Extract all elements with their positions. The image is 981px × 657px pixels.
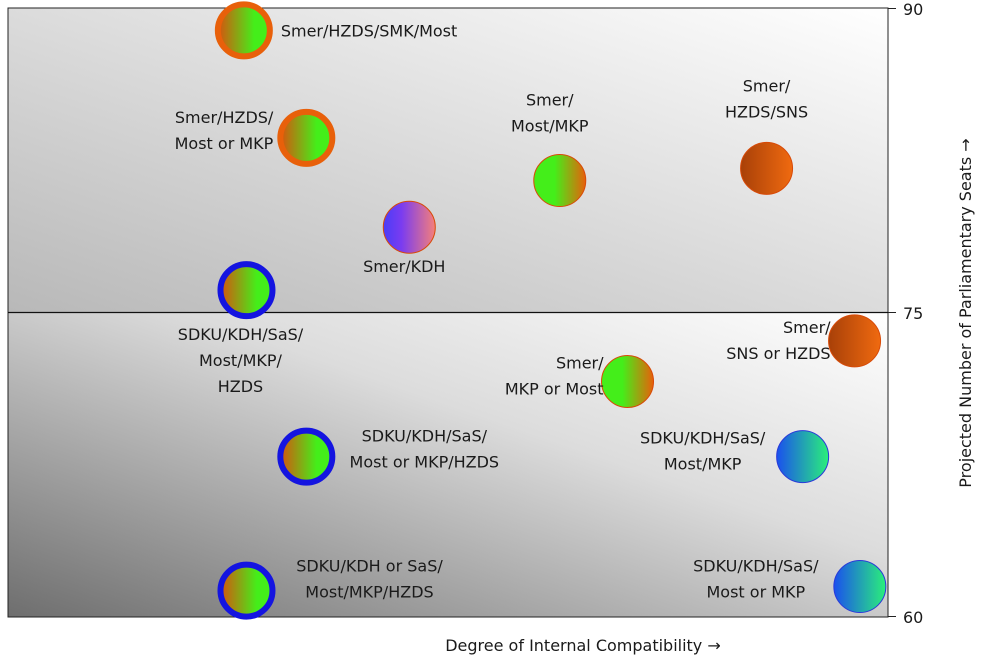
data-point: Smer/HZDS/Most or MKP <box>175 108 336 167</box>
data-point-label: Smer/SNS or HZDS <box>726 318 831 363</box>
data-point: SDKU/KDH/SaS/Most or MKP <box>693 557 887 614</box>
data-point-label: SDKU/KDH or SaS/Most/MKP/HZDS <box>296 557 443 602</box>
data-point-marker <box>382 200 436 254</box>
data-point-label-line: Smer/ <box>743 76 791 95</box>
data-point-label-line: SDKU/KDH or SaS/ <box>296 557 443 576</box>
data-point-label: Smer/Most/MKP <box>511 91 589 136</box>
data-point-label: Smer/HZDS/Most or MKP <box>175 108 274 153</box>
data-point-label-line: SNS or HZDS <box>726 344 830 363</box>
data-point-marker <box>217 561 276 620</box>
data-point-label-line: MKP or Most <box>505 380 604 399</box>
data-point-marker <box>833 560 887 614</box>
data-point-label: SDKU/KDH/SaS/Most/MKP <box>640 429 766 474</box>
data-point: SDKU/KDH/SaS/Most/MKP <box>640 429 830 484</box>
data-point-label-line: Most/MKP <box>511 117 589 136</box>
data-point-marker <box>214 1 273 60</box>
data-point-label-line: Most or MKP <box>175 134 274 153</box>
data-point: Smer/KDH <box>363 200 445 276</box>
data-point-marker <box>277 108 336 167</box>
data-point-label: SDKU/KDH/SaS/Most/MKP/HZDS <box>178 325 304 396</box>
data-point-marker <box>277 427 336 486</box>
data-point: Smer/Most/MKP <box>511 91 589 208</box>
y-tick-label-60: 60 <box>903 608 923 627</box>
data-point-label: SDKU/KDH/SaS/Most or MKP <box>693 557 819 602</box>
y-tick-label-75: 75 <box>903 304 923 323</box>
data-point-label-line: Smer/HZDS/ <box>175 108 274 127</box>
data-point-label-line: SDKU/KDH/SaS/ <box>640 429 766 448</box>
data-point-marker <box>533 154 587 208</box>
data-point-label: SDKU/KDH/SaS/Most or MKP/HZDS <box>350 427 500 472</box>
data-point-marker <box>217 261 276 320</box>
data-point-marker <box>601 355 655 409</box>
data-point-marker <box>776 430 830 484</box>
data-point-label-line: SDKU/KDH/SaS/ <box>178 325 304 344</box>
data-point-label-line: Most/MKP/ <box>199 351 283 370</box>
data-point-label: Smer/KDH <box>363 257 445 276</box>
plot-upper-region <box>8 8 888 312</box>
data-point-marker <box>740 141 794 195</box>
data-point: SDKU/KDH/SaS/Most/MKP/HZDS <box>178 261 304 396</box>
data-point-label-line: Most or MKP <box>706 583 805 602</box>
data-point-label-line: Most or MKP/HZDS <box>350 453 500 472</box>
data-point: Smer/HZDS/SMK/Most <box>214 1 457 60</box>
data-point-label: Smer/MKP or Most <box>505 354 604 399</box>
plot-lower-region <box>8 312 888 617</box>
data-point-label-line: Smer/ <box>526 91 574 110</box>
data-point-label-line: Most/MKP <box>664 455 742 474</box>
data-point-label-line: Smer/HZDS/SMK/Most <box>281 21 457 40</box>
data-point: SDKU/KDH or SaS/Most/MKP/HZDS <box>217 557 443 620</box>
data-point-label-line: Most/MKP/HZDS <box>305 583 433 602</box>
x-axis-title: Degree of Internal Compatibility → <box>445 636 721 655</box>
y-axis-title: Projected Number of Parliamentary Seats … <box>956 138 975 487</box>
data-point-label: Smer/HZDS/SMK/Most <box>281 21 457 40</box>
data-point: Smer/MKP or Most <box>505 354 655 409</box>
data-point: Smer/SNS or HZDS <box>726 314 882 368</box>
data-point-label-line: Smer/ <box>556 354 604 373</box>
data-point: Smer/HZDS/SNS <box>725 76 808 195</box>
data-point-label: Smer/HZDS/SNS <box>725 76 808 121</box>
data-point-label-line: HZDS <box>218 377 263 396</box>
data-point-label-line: Smer/ <box>783 318 831 337</box>
data-point-label-line: SDKU/KDH/SaS/ <box>362 427 488 446</box>
y-tick-label-90: 90 <box>903 0 923 19</box>
data-point-marker <box>828 314 882 368</box>
data-point: SDKU/KDH/SaS/Most or MKP/HZDS <box>277 427 500 486</box>
data-point-label-line: Smer/KDH <box>363 257 445 276</box>
data-point-label-line: SDKU/KDH/SaS/ <box>693 557 819 576</box>
data-point-label-line: HZDS/SNS <box>725 102 808 121</box>
